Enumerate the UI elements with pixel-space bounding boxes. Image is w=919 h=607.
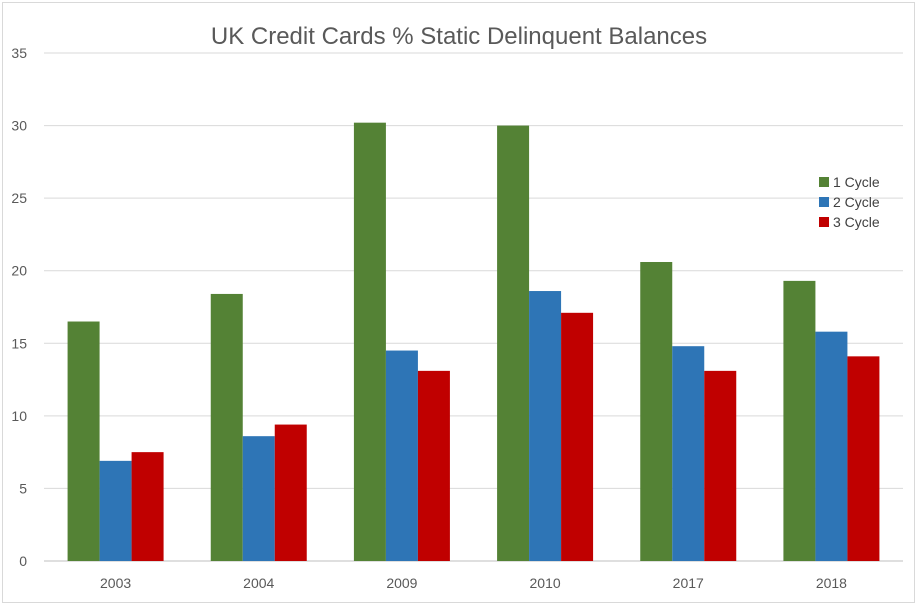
legend-label: 3 Cycle bbox=[833, 214, 880, 230]
bar-2-cycle-2018 bbox=[815, 331, 848, 561]
legend-swatch bbox=[819, 217, 829, 227]
bar-3-cycle-2003 bbox=[131, 452, 164, 561]
bar-1-cycle-2017 bbox=[640, 262, 673, 561]
legend-label: 2 Cycle bbox=[833, 194, 880, 210]
y-tick-label: 20 bbox=[11, 263, 27, 279]
x-tick-label: 2009 bbox=[386, 575, 417, 591]
legend-label: 1 Cycle bbox=[833, 174, 880, 190]
y-tick-label: 15 bbox=[11, 335, 27, 351]
bar-3-cycle-2018 bbox=[847, 356, 880, 561]
x-tick-label: 2010 bbox=[530, 575, 561, 591]
bar-3-cycle-2017 bbox=[704, 370, 737, 561]
y-tick-label: 25 bbox=[11, 190, 27, 206]
y-tick-label: 30 bbox=[11, 118, 27, 134]
bar-2-cycle-2017 bbox=[672, 346, 705, 561]
y-tick-label: 10 bbox=[11, 408, 27, 424]
x-tick-label: 2003 bbox=[100, 575, 131, 591]
x-axis-ticks: 2003 2004 2009 2010 2017 2018 bbox=[100, 575, 847, 591]
y-axis-ticks: 0 5 10 15 20 25 30 35 bbox=[11, 45, 27, 569]
y-tick-label: 5 bbox=[19, 480, 27, 496]
bar-3-cycle-2009 bbox=[417, 370, 450, 561]
bar-2-cycle-2003 bbox=[99, 460, 132, 561]
bar-2-cycle-2009 bbox=[385, 350, 418, 561]
bars bbox=[67, 122, 880, 562]
y-tick-label: 35 bbox=[11, 45, 27, 61]
x-tick-label: 2017 bbox=[673, 575, 704, 591]
bar-1-cycle-2003 bbox=[67, 321, 100, 561]
bar-3-cycle-2010 bbox=[561, 312, 594, 561]
bar-1-cycle-2004 bbox=[210, 293, 243, 561]
legend-swatch bbox=[819, 177, 829, 187]
bar-3-cycle-2004 bbox=[274, 424, 307, 561]
bar-1-cycle-2010 bbox=[497, 125, 530, 562]
chart-title: UK Credit Cards % Static Delinquent Bala… bbox=[211, 23, 707, 50]
legend: 1 Cycle 2 Cycle 3 Cycle bbox=[819, 174, 880, 230]
gridlines bbox=[44, 52, 903, 562]
bar-2-cycle-2004 bbox=[242, 436, 275, 561]
bar-2-cycle-2010 bbox=[529, 291, 562, 561]
x-tick-label: 2004 bbox=[243, 575, 274, 591]
x-tick-label: 2018 bbox=[816, 575, 847, 591]
y-tick-label: 0 bbox=[19, 553, 27, 569]
legend-swatch bbox=[819, 197, 829, 207]
bar-1-cycle-2009 bbox=[353, 122, 386, 561]
bar-1-cycle-2018 bbox=[783, 280, 816, 561]
